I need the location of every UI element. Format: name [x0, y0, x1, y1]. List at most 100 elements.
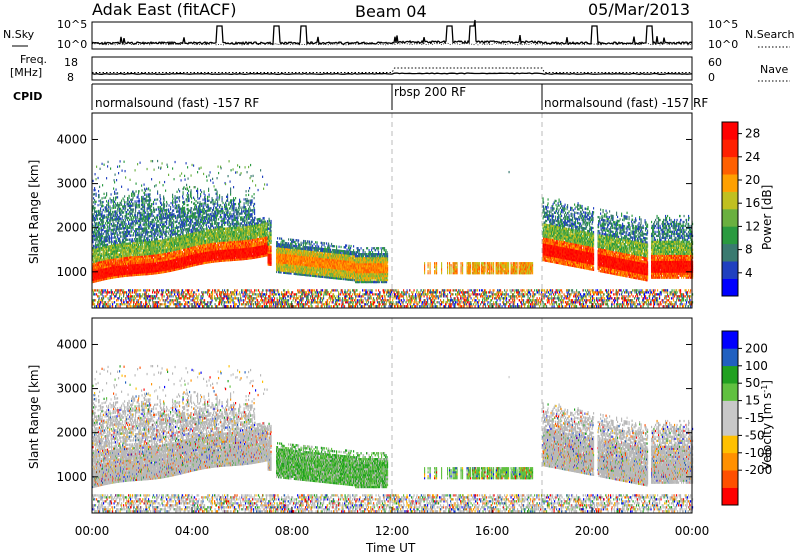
power-cell	[140, 303, 142, 306]
power-cell	[135, 218, 137, 221]
power-cell	[113, 230, 115, 233]
power-cell	[106, 293, 108, 296]
power-cell	[130, 212, 132, 215]
power-cell	[103, 192, 105, 196]
power-cell	[132, 196, 134, 199]
power-cell	[169, 220, 171, 223]
power-cell	[123, 252, 125, 256]
power-cell	[115, 259, 117, 263]
power-cell	[184, 224, 186, 227]
power-cell	[109, 197, 111, 200]
power-cell	[134, 242, 136, 245]
power-cell	[119, 295, 121, 298]
power-cell	[93, 189, 95, 192]
power-cell	[107, 305, 109, 308]
power-cell	[98, 227, 100, 231]
power-cell	[93, 207, 95, 210]
power-cell	[153, 200, 155, 204]
power-cell	[182, 293, 184, 296]
power-cell	[180, 305, 182, 308]
power-cell	[157, 192, 159, 195]
power-cell	[141, 195, 143, 199]
power-cell	[122, 205, 124, 208]
power-cell	[181, 215, 183, 218]
power-cell	[168, 230, 170, 233]
power-cell	[114, 210, 116, 213]
power-cell	[148, 301, 150, 304]
power-cell	[144, 289, 146, 292]
power-cell	[157, 303, 159, 306]
power-cell	[161, 219, 163, 222]
power-cell	[158, 239, 160, 243]
power-cell	[155, 232, 157, 235]
power-cell	[94, 228, 96, 232]
power-cell	[136, 253, 138, 257]
power-cell	[162, 207, 164, 210]
power-cell	[137, 212, 139, 215]
power-cell	[127, 238, 129, 241]
power-cell	[92, 299, 94, 302]
power-cell	[119, 291, 121, 294]
power-cell	[143, 197, 145, 201]
power-cell	[144, 291, 146, 294]
power-cell	[101, 162, 103, 165]
power-cell	[176, 206, 178, 209]
power-cell	[124, 236, 126, 240]
power-cell	[128, 202, 130, 206]
power-cell	[105, 206, 107, 209]
power-cell	[121, 185, 123, 188]
power-cell	[178, 289, 180, 292]
power-cell	[187, 289, 189, 292]
power-cell	[137, 237, 139, 241]
power-cell	[117, 165, 119, 168]
power-cell	[98, 195, 100, 199]
power-cell	[112, 305, 114, 308]
power-cell	[163, 201, 165, 204]
power-cell	[132, 242, 134, 245]
power-cell	[94, 236, 96, 239]
power-cell	[121, 259, 123, 262]
power-cell	[175, 200, 177, 204]
power-cell	[148, 293, 150, 296]
power-cell	[93, 212, 95, 216]
power-cell	[125, 236, 127, 240]
power-cell	[145, 295, 147, 298]
power-cell	[115, 230, 117, 233]
freq-left-tick-bottom: 8	[67, 71, 74, 84]
power-cell	[173, 299, 175, 302]
power-cell	[93, 205, 95, 208]
power-cell	[123, 160, 125, 163]
power-cell	[119, 165, 121, 168]
power-cell	[104, 295, 106, 298]
power-cell	[175, 295, 177, 298]
power-cell	[92, 237, 94, 240]
power-cell	[111, 232, 113, 236]
power-cell	[185, 301, 187, 304]
power-cell	[95, 214, 97, 217]
power-cell	[97, 218, 99, 221]
power-cell	[152, 305, 154, 308]
power-cell	[117, 225, 119, 229]
power-cell	[114, 295, 116, 298]
power-cell	[97, 259, 99, 262]
power-cell	[178, 222, 180, 225]
power-cell	[130, 297, 132, 300]
power-cell	[178, 208, 180, 211]
power-cell	[173, 225, 175, 228]
power-cell	[108, 199, 110, 203]
power-cell	[154, 234, 156, 237]
power-cell	[118, 227, 120, 231]
power-cell	[121, 217, 123, 220]
power-cell	[117, 257, 119, 260]
power-cell	[128, 289, 130, 292]
power-cell	[124, 234, 126, 238]
power-cell	[164, 203, 166, 206]
power-cell	[128, 305, 130, 308]
power-cell	[126, 238, 128, 241]
power-cell	[170, 206, 172, 209]
power-cell	[94, 206, 96, 210]
power-cell	[103, 248, 105, 251]
power-cell	[172, 199, 174, 202]
power-cell	[153, 208, 155, 212]
